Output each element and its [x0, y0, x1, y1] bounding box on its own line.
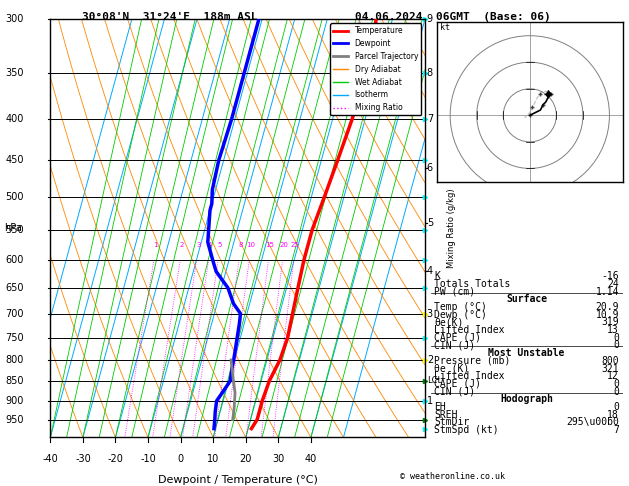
- Text: kt: kt: [440, 23, 450, 33]
- Text: 10: 10: [207, 454, 220, 464]
- Text: 2: 2: [180, 243, 184, 248]
- Text: 10: 10: [247, 243, 255, 248]
- Text: 24: 24: [607, 279, 619, 289]
- Text: Dewpoint / Temperature (°C): Dewpoint / Temperature (°C): [158, 475, 318, 485]
- Text: K: K: [435, 271, 440, 281]
- Text: 12: 12: [607, 371, 619, 381]
- Text: 600: 600: [6, 255, 24, 265]
- Text: StmSpd (kt): StmSpd (kt): [435, 425, 499, 435]
- Text: 0: 0: [613, 379, 619, 389]
- Text: 700: 700: [6, 309, 24, 319]
- Text: Lifted Index: Lifted Index: [435, 325, 505, 335]
- Text: 4: 4: [427, 266, 433, 277]
- Text: CAPE (J): CAPE (J): [435, 379, 481, 389]
- Text: 0: 0: [177, 454, 184, 464]
- Text: SREH: SREH: [435, 410, 458, 420]
- Text: 500: 500: [6, 192, 24, 202]
- Text: -20: -20: [108, 454, 123, 464]
- Text: StmDir: StmDir: [435, 417, 470, 428]
- Text: 0: 0: [613, 341, 619, 350]
- Text: CIN (J): CIN (J): [435, 341, 476, 350]
- Text: PW (cm): PW (cm): [435, 287, 476, 296]
- Text: 750: 750: [6, 332, 24, 343]
- Text: 295\u00b0: 295\u00b0: [566, 417, 619, 428]
- Text: 7: 7: [613, 425, 619, 435]
- Text: 9: 9: [427, 15, 433, 24]
- Text: Pressure (mb): Pressure (mb): [435, 356, 511, 366]
- Text: Totals Totals: Totals Totals: [435, 279, 511, 289]
- Text: 15: 15: [265, 243, 274, 248]
- Text: 7: 7: [427, 114, 433, 124]
- Text: 300: 300: [6, 15, 24, 24]
- Text: LCL: LCL: [427, 377, 442, 385]
- Text: 850: 850: [6, 376, 24, 386]
- Text: 321: 321: [601, 364, 619, 374]
- Text: 650: 650: [6, 283, 24, 293]
- Text: Hodograph: Hodograph: [500, 394, 553, 404]
- Text: 25: 25: [291, 243, 299, 248]
- Text: 1: 1: [153, 243, 158, 248]
- Text: 1.14: 1.14: [596, 287, 619, 296]
- Text: 5: 5: [218, 243, 222, 248]
- Text: © weatheronline.co.uk: © weatheronline.co.uk: [401, 472, 505, 481]
- Text: 3: 3: [196, 243, 201, 248]
- Text: 0: 0: [613, 387, 619, 397]
- Text: 2: 2: [427, 355, 433, 365]
- Text: 6: 6: [427, 163, 433, 173]
- Text: 350: 350: [6, 68, 24, 78]
- Text: θe(K): θe(K): [435, 317, 464, 328]
- Text: 1: 1: [427, 396, 433, 406]
- Text: 04.06.2024  06GMT  (Base: 06): 04.06.2024 06GMT (Base: 06): [355, 12, 551, 22]
- Text: Mixing Ratio (g/kg): Mixing Ratio (g/kg): [447, 189, 455, 268]
- Text: 10.9: 10.9: [596, 310, 619, 320]
- Text: Surface: Surface: [506, 295, 547, 304]
- Text: 20: 20: [240, 454, 252, 464]
- Text: 319: 319: [601, 317, 619, 328]
- Text: 30°08'N  31°24'E  188m ASL: 30°08'N 31°24'E 188m ASL: [82, 12, 258, 22]
- Text: 450: 450: [6, 155, 24, 165]
- Text: 8: 8: [427, 68, 433, 78]
- Text: 0: 0: [613, 402, 619, 412]
- Text: Temp (°C): Temp (°C): [435, 302, 487, 312]
- Text: 8: 8: [238, 243, 243, 248]
- Text: 20.9: 20.9: [596, 302, 619, 312]
- Text: θe (K): θe (K): [435, 364, 470, 374]
- Text: 400: 400: [6, 114, 24, 124]
- Text: 900: 900: [6, 396, 24, 406]
- Text: CAPE (J): CAPE (J): [435, 333, 481, 343]
- Text: 800: 800: [601, 356, 619, 366]
- Text: -30: -30: [75, 454, 91, 464]
- Text: 950: 950: [6, 415, 24, 425]
- Text: hPa: hPa: [4, 224, 22, 233]
- Text: -40: -40: [42, 454, 58, 464]
- Text: 20: 20: [280, 243, 289, 248]
- Legend: Temperature, Dewpoint, Parcel Trajectory, Dry Adiabat, Wet Adiabat, Isotherm, Mi: Temperature, Dewpoint, Parcel Trajectory…: [330, 23, 421, 115]
- Text: 800: 800: [6, 355, 24, 365]
- Text: 5: 5: [427, 219, 433, 228]
- Text: 18: 18: [607, 410, 619, 420]
- Text: 0: 0: [613, 333, 619, 343]
- Text: 40: 40: [305, 454, 317, 464]
- Text: 3: 3: [427, 309, 433, 319]
- Text: -10: -10: [140, 454, 156, 464]
- Text: CIN (J): CIN (J): [435, 387, 476, 397]
- Text: 13: 13: [607, 325, 619, 335]
- Text: 30: 30: [272, 454, 284, 464]
- Text: Dewp (°C): Dewp (°C): [435, 310, 487, 320]
- Text: Most Unstable: Most Unstable: [489, 348, 565, 358]
- Text: EH: EH: [435, 402, 446, 412]
- Text: Lifted Index: Lifted Index: [435, 371, 505, 381]
- Text: -16: -16: [601, 271, 619, 281]
- Text: 550: 550: [6, 225, 24, 235]
- Text: 4: 4: [208, 243, 213, 248]
